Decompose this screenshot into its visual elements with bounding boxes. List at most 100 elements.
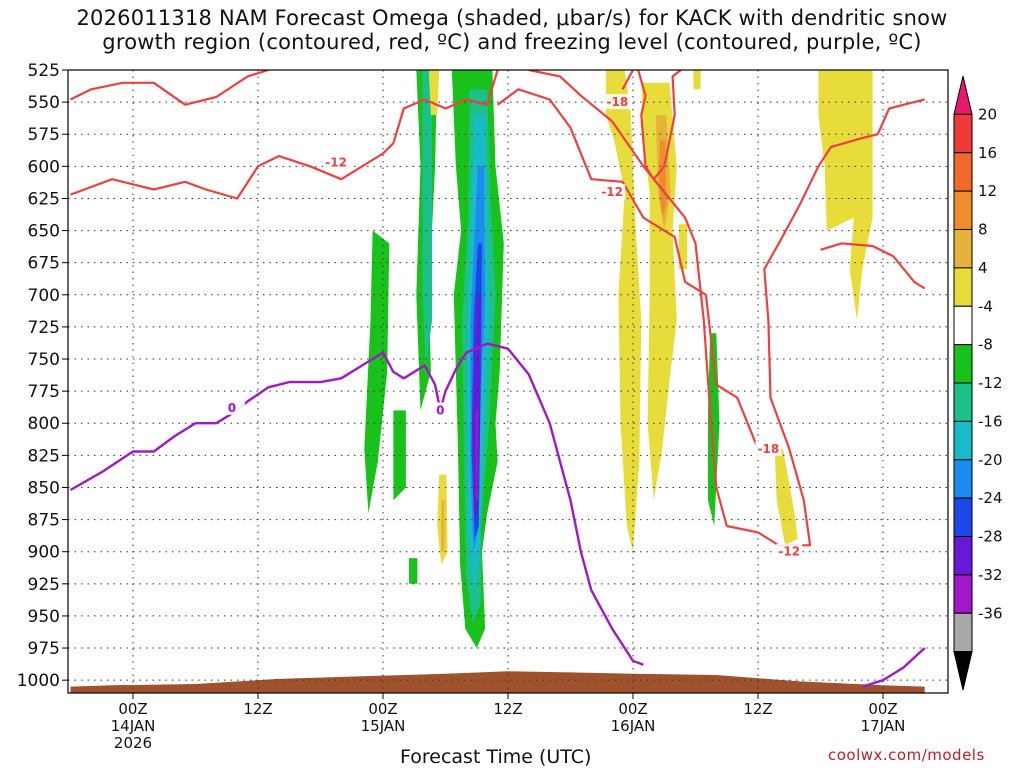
y-tick-label: 900 — [28, 543, 60, 563]
x-tick-label: 12Z — [493, 700, 522, 718]
omega-violet-core — [475, 410, 478, 501]
y-tick-label: 525 — [28, 61, 60, 81]
omega-green-cell-3 — [409, 558, 418, 584]
contour-label-bg — [599, 184, 626, 200]
x-tick-label: 2026 — [114, 734, 152, 752]
x-axis-title: Forecast Time (UTC) — [400, 746, 592, 768]
plot-area: -12 -18 -12 -18 -12 0 0 — [68, 70, 948, 693]
colorbar-swatch — [953, 229, 973, 269]
chart-title-line-1: 2026011318 NAM Forecast Omega (shaded, μ… — [76, 6, 948, 30]
contour-label-bg — [323, 154, 350, 170]
dendritic-contour-minus18-a — [496, 88, 760, 450]
dendritic-contour-minus18-c — [637, 70, 682, 181]
y-tick-label: 950 — [28, 607, 60, 627]
colorbar-swatch — [953, 113, 973, 154]
dendritic-contour-upper-left — [70, 70, 269, 106]
y-tick-label: 850 — [28, 478, 60, 498]
colorbar-swatch — [953, 574, 973, 614]
colorbar-swatch — [953, 536, 973, 576]
omega-teal-cell-4 — [422, 70, 432, 372]
x-tick-label: 17JAN — [861, 717, 906, 735]
contour-label-bg — [755, 440, 782, 456]
freezing-contour-right — [861, 647, 926, 688]
colorbar-label: -28 — [978, 528, 1003, 546]
colorbar-label: 4 — [978, 259, 988, 277]
y-tick-label: 575 — [28, 125, 60, 145]
y-tick-label: 875 — [28, 511, 60, 531]
y-tick-label: 800 — [28, 414, 60, 434]
contour-label-bg — [427, 402, 454, 418]
omega-yellow-cell-e — [774, 448, 798, 546]
omega-green-cell-1 — [364, 230, 390, 514]
colorbar-label: 16 — [978, 144, 997, 162]
contour-label: -12 — [325, 155, 347, 169]
x-tick-label: 00Z — [618, 700, 647, 718]
contour-label: 0 — [228, 401, 236, 415]
colorbar-swatch — [953, 612, 973, 653]
y-tick-label: 975 — [28, 639, 60, 659]
y-tick-label: 925 — [28, 575, 60, 595]
chart-title-line-2: growth region (contoured, red, ºC) and f… — [102, 30, 922, 54]
x-tick-label: 00Z — [368, 700, 397, 718]
colorbar-label: -12 — [978, 374, 1003, 392]
site-credit: coolwx.com/models — [828, 746, 985, 764]
colorbar-swatch — [953, 382, 973, 422]
y-tick-label: 775 — [28, 382, 60, 402]
contour-label: -12 — [601, 185, 623, 199]
colorbar-label: 12 — [978, 182, 997, 200]
colorbar-swatch — [953, 305, 973, 346]
terrain-fill — [70, 671, 925, 693]
colorbar-label: 8 — [978, 221, 988, 239]
y-tick-label: 750 — [28, 350, 60, 370]
omega-ochre-cell-b — [441, 500, 445, 552]
colorbar-arrow-bottom — [953, 651, 973, 691]
y-tick-label: 625 — [28, 189, 60, 209]
colorbar-label: 20 — [978, 105, 997, 123]
dendritic-contour-minus18-b — [621, 70, 634, 90]
y-tick-label: 725 — [28, 318, 60, 338]
colorbar-label: -36 — [978, 604, 1003, 622]
y-tick-label: 1000 — [17, 671, 60, 691]
omega-yellow-cell-c — [678, 224, 688, 270]
x-tick-label: 16JAN — [611, 717, 656, 735]
freezing-contour-main — [69, 342, 644, 666]
colorbar-label: -16 — [978, 412, 1003, 430]
dendritic-contour-minus12-c — [820, 242, 926, 290]
dendritic-contour-minus12-b — [528, 70, 925, 547]
x-tick-label: 15JAN — [361, 717, 406, 735]
y-tick-label: 675 — [28, 254, 60, 274]
colorbar-swatch — [953, 459, 973, 499]
y-tick-label: 825 — [28, 446, 60, 466]
chart-title: 2026011318 NAM Forecast Omega (shaded, μ… — [0, 6, 1024, 54]
colorbar-label: -4 — [978, 297, 993, 315]
omega-yellow-column-17jan — [818, 70, 873, 321]
contour-label: 0 — [436, 403, 444, 417]
colorbar-swatch — [953, 497, 973, 537]
x-tick-label: 12Z — [743, 700, 772, 718]
y-tick-label: 550 — [28, 93, 60, 113]
colorbar-swatch — [953, 344, 973, 384]
colorbar-label: -8 — [978, 336, 993, 354]
colorbar-swatch — [953, 420, 973, 461]
dendritic-contour-minus12-a — [70, 70, 499, 200]
contour-label: -18 — [758, 442, 780, 456]
contour-label-bg — [604, 94, 631, 110]
y-tick-label: 650 — [28, 222, 60, 242]
omega-yellow-column-16jan — [605, 70, 642, 552]
colorbar-arrow-top — [953, 75, 973, 115]
omega-purple-main-column — [472, 294, 481, 520]
plot-frame — [67, 69, 949, 694]
y-tick-label: 700 — [28, 286, 60, 306]
colorbar-swatch — [953, 267, 973, 307]
colorbar-swatch — [953, 190, 973, 230]
colorbar-swatch — [953, 152, 973, 192]
y-tick-label: 600 — [28, 157, 60, 177]
omega-yellow-cell-d — [693, 70, 701, 90]
x-tick-label: 00Z — [118, 700, 147, 718]
x-tick-label: 14JAN — [111, 717, 156, 735]
x-tick-label: 00Z — [868, 700, 897, 718]
colorbar-label: -32 — [978, 566, 1003, 584]
contour-label: -12 — [778, 545, 800, 559]
x-tick-label: 12Z — [243, 700, 272, 718]
